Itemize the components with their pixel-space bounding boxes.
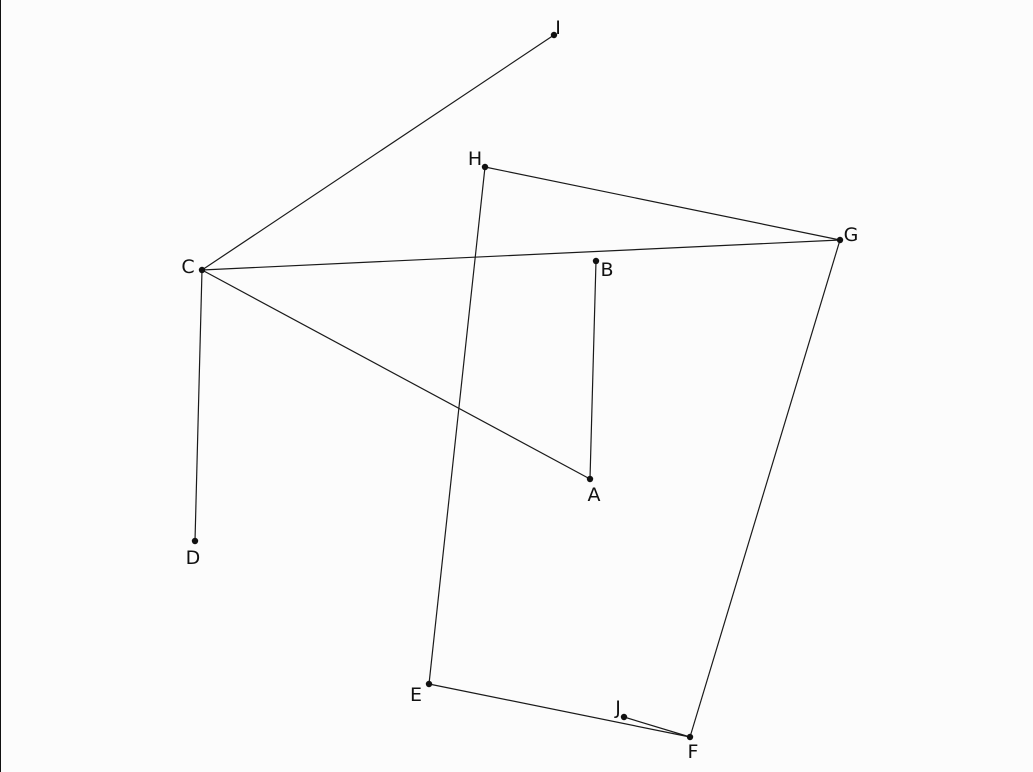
edge-a-b <box>589 260 597 480</box>
node-a: A <box>586 475 601 506</box>
node-label-c: C <box>181 256 194 278</box>
edge-h-e <box>428 166 486 685</box>
node-dot-i <box>550 31 558 39</box>
node-j: J <box>614 697 628 721</box>
node-label-g: G <box>844 224 859 246</box>
node-label-i: I <box>555 17 561 39</box>
node-label-d: D <box>186 547 201 569</box>
node-dot-d <box>191 537 199 545</box>
node-dot-h <box>481 163 489 171</box>
node-dot-j <box>620 713 628 721</box>
node-dot-a <box>586 475 594 483</box>
edge-h-g <box>484 166 841 241</box>
edge-c-i <box>201 34 555 271</box>
node-h: H <box>468 148 489 171</box>
node-dot-e <box>425 680 433 688</box>
node-label-f: F <box>688 741 699 763</box>
node-label-e: E <box>410 684 422 706</box>
node-e: E <box>410 680 433 706</box>
node-dot-b <box>592 257 600 265</box>
node-c: C <box>181 256 206 278</box>
edge-g-f <box>689 239 841 738</box>
node-g: G <box>836 224 859 246</box>
node-d: D <box>186 537 201 569</box>
node-dot-g <box>836 236 844 244</box>
node-i: I <box>550 17 561 39</box>
edge-e-f <box>428 683 691 738</box>
edge-layer <box>194 34 841 738</box>
node-label-b: B <box>600 259 613 281</box>
edge-c-g <box>201 239 841 271</box>
node-dot-f <box>686 733 694 741</box>
node-f: F <box>686 733 699 763</box>
node-layer: A B C D E F G H I J <box>181 17 858 763</box>
node-label-j: J <box>614 697 621 719</box>
node-label-a: A <box>588 484 601 506</box>
edge-j-f <box>623 716 691 738</box>
node-label-h: H <box>468 148 482 170</box>
node-dot-c <box>198 266 206 274</box>
edge-c-a <box>201 269 591 480</box>
node-b: B <box>592 257 614 281</box>
edge-c-d <box>194 269 203 542</box>
